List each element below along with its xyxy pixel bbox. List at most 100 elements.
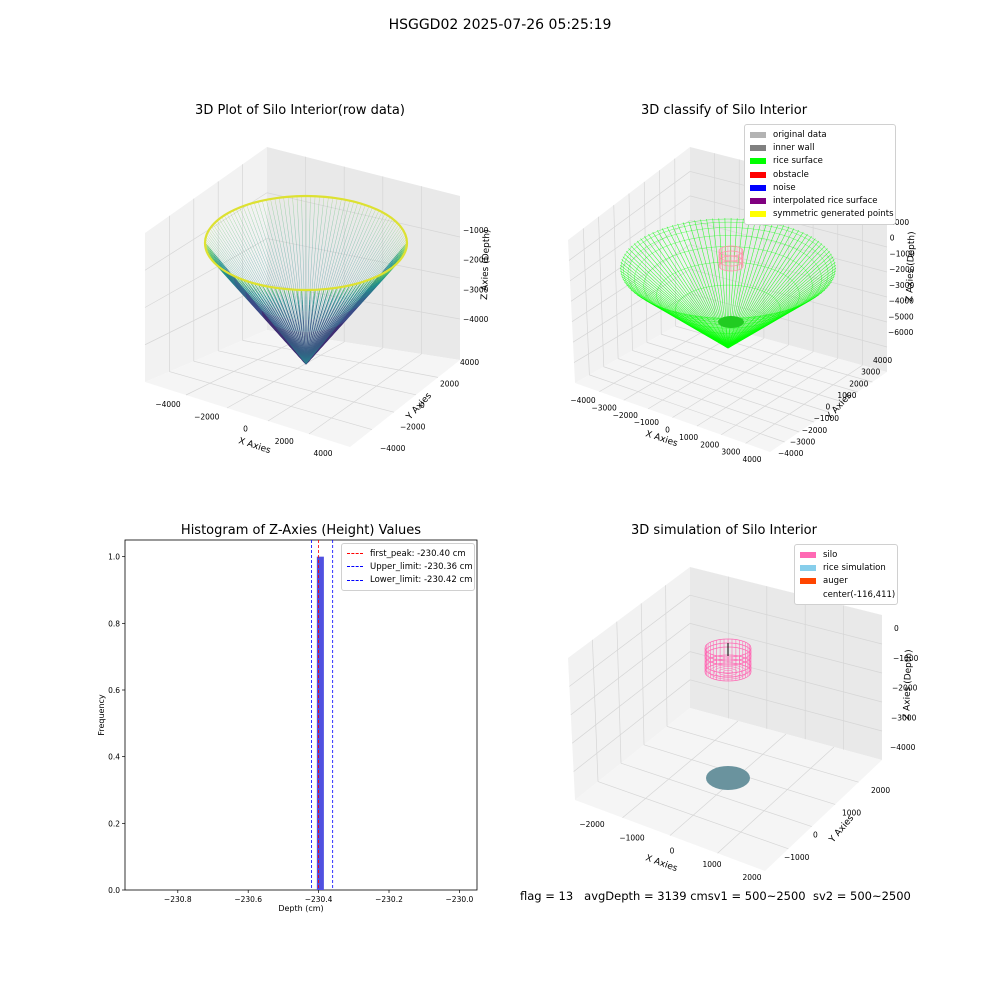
raw-surface-strand: [277, 246, 283, 266]
raw-surface-strand: [341, 274, 356, 300]
raw-surface-strand: [353, 295, 360, 304]
raw-surface-strand: [341, 250, 349, 269]
raw-surface-strand: [226, 260, 236, 272]
raw-surface-strand: [353, 288, 358, 294]
raw-surface-strand: [281, 317, 290, 331]
raw-surface-strand: [264, 234, 270, 249]
sv2-text: sv2 = 500~2500: [812, 889, 911, 903]
raw-surface-strand: [351, 255, 361, 273]
raw-surface-strand: [377, 211, 379, 214]
raw-surface-strand: [374, 255, 384, 268]
raw-surface-strand: [249, 284, 252, 289]
classify-legend: original data inner wall rice surface obsta…: [744, 124, 896, 226]
raw-surface-strand: [317, 295, 319, 300]
raw-surface-strand: [324, 303, 328, 311]
raw-surface-strand: [393, 234, 398, 240]
raw-surface-strand: [237, 212, 240, 217]
rice-surface-strand: [727, 250, 830, 349]
raw-surface-strand: [236, 279, 240, 284]
raw-surface-strand: [362, 208, 365, 213]
raw-surface-strand: [209, 235, 213, 239]
raw-surface-strand: [252, 211, 256, 218]
classify-xtick: 3000: [721, 448, 740, 457]
raw-surface-strand: [356, 203, 358, 206]
classify-xtick: 2000: [700, 440, 719, 449]
raw-surface-strand: [392, 247, 398, 254]
raw-surface-strand: [333, 269, 345, 296]
raw-surface-strand: [338, 309, 352, 326]
raw-surface-strand: [337, 271, 351, 298]
raw-surface-strand: [207, 249, 211, 253]
raw-surface-strand: [317, 292, 320, 296]
raw-surface-strand: [378, 276, 384, 282]
raw-surface-strand: [398, 244, 403, 250]
raw-surface-strand: [236, 224, 241, 233]
classify-ztick: 1000: [890, 218, 909, 227]
raw-surface-strand: [261, 235, 267, 250]
raw-zlabel: Z Axies (Depth): [480, 229, 492, 300]
legend-label: silo: [823, 549, 838, 560]
sim-xtick: −2000: [579, 820, 605, 829]
raw-surface-strand: [316, 244, 320, 264]
raw-surface-strand: [299, 244, 301, 264]
raw-surface-strand: [349, 209, 352, 216]
hist-xtick-label: −230.2: [375, 895, 403, 904]
raw-surface-strand: [289, 244, 293, 264]
classify-zlabel: Z Axies (Depth): [905, 231, 917, 302]
raw-surface-strand: [326, 292, 328, 296]
raw-surface-strand: [240, 210, 243, 215]
raw-surface-strand: [267, 234, 273, 249]
raw-surface-strand: [283, 245, 288, 265]
raw-surface-strand: [380, 230, 386, 239]
raw-surface-strand: [219, 253, 227, 263]
raw-surface-strand: [377, 263, 387, 275]
raw-surface-strand: [299, 310, 302, 320]
raw-surface-strand: [343, 291, 347, 297]
legend-swatch: [750, 198, 766, 205]
raw-surface-strand: [366, 285, 373, 293]
raw-surface-strand: [217, 221, 220, 224]
raw-surface-strand: [358, 289, 364, 296]
raw-surface-strand: [366, 214, 370, 221]
raw-surface-strand: [220, 221, 224, 226]
raw-surface-strand: [391, 260, 398, 267]
raw-surface-strand: [372, 252, 381, 265]
raw-surface-strand: [397, 231, 401, 235]
raw-surface-strand: [219, 219, 222, 222]
raw-surface-strand: [344, 200, 346, 204]
raw-surface-strand: [227, 257, 237, 269]
sim-xtick: 0: [670, 847, 675, 856]
raw-surface-strand: [305, 292, 324, 365]
raw-surface-strand: [400, 237, 404, 241]
raw-surface-strand: [232, 250, 242, 264]
raw-surface-strand: [378, 275, 381, 279]
raw-surface-strand: [270, 288, 273, 291]
raw-surface-strand: [218, 228, 223, 235]
raw-surface-strand: [217, 239, 224, 247]
raw-surface-strand: [358, 283, 361, 287]
raw-surface-strand: [228, 216, 231, 221]
raw-surface-strand: [376, 258, 385, 271]
raw-surface-strand: [366, 277, 379, 292]
raw-surface-strand: [323, 219, 326, 231]
raw-surface-strand: [389, 228, 394, 235]
raw-surface-strand: [305, 295, 336, 365]
raw-surface-strand: [252, 295, 259, 304]
raw-surface-strand: [380, 274, 386, 281]
raw-surface-strand: [284, 293, 307, 365]
raw-surface-strand: [292, 244, 296, 264]
hist-xlabel: Depth (cm): [278, 904, 323, 913]
raw-surface-strand: [312, 218, 315, 230]
raw-surface-strand: [294, 291, 307, 365]
raw-surface-strand: [280, 302, 285, 310]
raw-surface-strand: [294, 263, 299, 292]
raw-surface-strand: [327, 246, 332, 266]
raw-surface-strand: [271, 206, 274, 213]
raw-surface-strand: [246, 205, 249, 209]
legend-line: [347, 566, 363, 568]
raw-surface-strand: [268, 248, 276, 268]
raw-surface-strand: [386, 257, 394, 266]
raw-surface-strand: [266, 287, 269, 291]
raw-surface-strand: [371, 224, 376, 233]
raw-surface-strand: [392, 258, 399, 265]
